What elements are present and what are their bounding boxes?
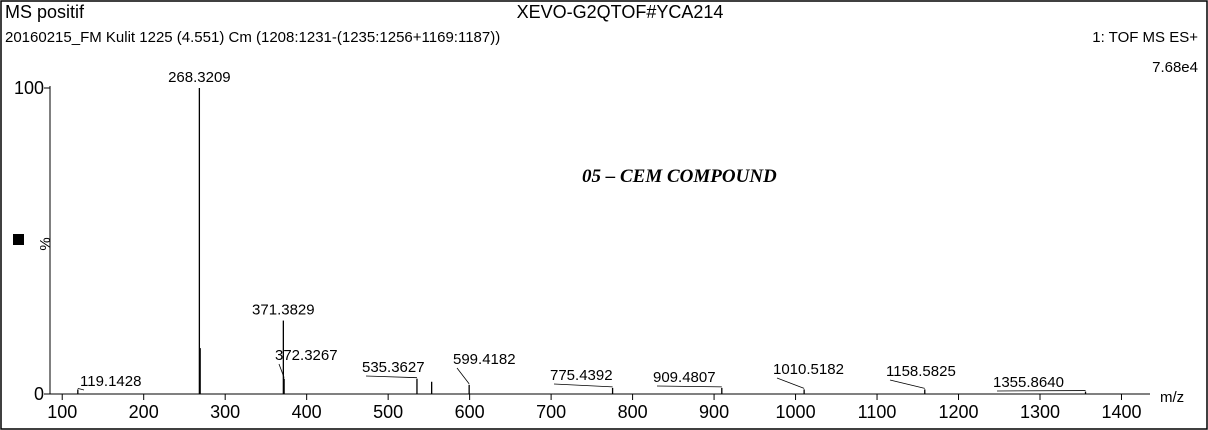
- peak-leader: [456, 367, 470, 385]
- peak-label: 1355.8640: [993, 374, 1064, 391]
- x-tick-label: 1300: [1020, 402, 1060, 422]
- peak-label: 1010.5182: [773, 361, 844, 378]
- peak-label: 1158.5825: [886, 363, 956, 380]
- x-tick-label: 600: [455, 402, 485, 422]
- intensity: 7.68e4: [1152, 59, 1198, 76]
- peak-leader: [365, 375, 417, 379]
- peak-label: 599.4182: [453, 351, 516, 368]
- peak-leader: [77, 388, 85, 391]
- peak-label: 268.3209: [168, 69, 231, 86]
- peak-leader: [889, 379, 925, 389]
- x-tick-label: 300: [210, 402, 240, 422]
- x-tick-label: 800: [618, 402, 648, 422]
- x-tick-label: 400: [292, 402, 322, 422]
- y-axis-label: %: [37, 237, 54, 250]
- peak-label: 119.1428: [80, 373, 141, 390]
- x-tick-label: 100: [47, 402, 77, 422]
- x-tick-label: 200: [129, 402, 159, 422]
- annotation: 05 – CEM COMPOUND: [582, 166, 777, 187]
- x-tick-label: 900: [699, 402, 729, 422]
- peak-label: 909.4807: [653, 369, 716, 386]
- peak-label: 775.4392: [550, 367, 613, 384]
- peak-leader: [553, 383, 613, 388]
- peak-leader: [656, 385, 722, 388]
- x-tick-label: 1200: [938, 402, 978, 422]
- peak-label: 371.3829: [252, 302, 315, 319]
- x-tick-label: 1100: [858, 402, 897, 422]
- peak-leader: [776, 377, 805, 389]
- title-left: MS positif: [5, 2, 85, 22]
- y-tick-label: 100: [14, 78, 44, 98]
- x-tick-label: 700: [536, 402, 566, 422]
- x-tick-label: 1000: [776, 402, 816, 422]
- peak-label: 535.3627: [362, 359, 425, 376]
- title-center: XEVO-G2QTOF#YCA214: [517, 2, 724, 22]
- peak-label: 372.3267: [275, 347, 338, 364]
- peak-leader: [278, 363, 285, 378]
- x-axis-label: m/z: [1160, 389, 1184, 406]
- y-tick-label: 0: [34, 384, 44, 404]
- sample-info: 20160215_FM Kulit 1225 (4.551) Cm (1208:…: [5, 29, 500, 46]
- x-tick-label: 500: [373, 402, 403, 422]
- x-tick-label: 1400: [1101, 402, 1141, 422]
- legend-square: [13, 234, 24, 245]
- mode: 1: TOF MS ES+: [1092, 29, 1198, 46]
